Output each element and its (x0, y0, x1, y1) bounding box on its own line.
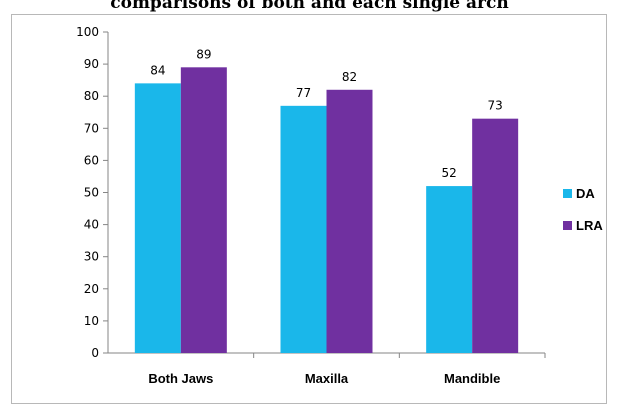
y-tick-label: 10 (84, 314, 99, 328)
chart-title: comparisons of both and each single arch (110, 0, 509, 13)
x-tick-label: Mandible (444, 371, 500, 386)
y-tick-label: 40 (84, 218, 99, 232)
data-label: 52 (442, 166, 457, 180)
y-tick-label: 70 (84, 121, 99, 135)
data-label: 77 (296, 86, 311, 100)
legend-label-lra: LRA (576, 218, 603, 233)
y-tick-label: 60 (84, 153, 99, 167)
legend-label-da: DA (576, 186, 595, 201)
bar-lra-mandible (472, 118, 519, 353)
bar-lra-both-jaws (180, 67, 227, 353)
legend-swatch-lra (563, 221, 572, 230)
y-tick-label: 0 (91, 346, 99, 360)
bar-da-maxilla (280, 105, 327, 353)
y-tick-label: 20 (84, 282, 99, 296)
bar-da-mandible (426, 186, 473, 353)
data-label: 82 (342, 70, 357, 84)
legend-swatch-da (563, 189, 572, 198)
data-label: 73 (488, 99, 503, 113)
y-tick-label: 50 (84, 186, 99, 200)
data-label: 89 (196, 47, 211, 61)
y-tick-label: 100 (76, 25, 99, 39)
x-tick-label: Both Jaws (148, 371, 213, 386)
y-tick-label: 80 (84, 89, 99, 103)
y-tick-label: 90 (84, 57, 99, 71)
bar-lra-maxilla (326, 89, 373, 353)
x-tick-label: Maxilla (305, 371, 349, 386)
y-tick-label: 30 (84, 250, 99, 264)
data-label: 84 (150, 63, 165, 77)
bar-da-both-jaws (134, 83, 181, 354)
